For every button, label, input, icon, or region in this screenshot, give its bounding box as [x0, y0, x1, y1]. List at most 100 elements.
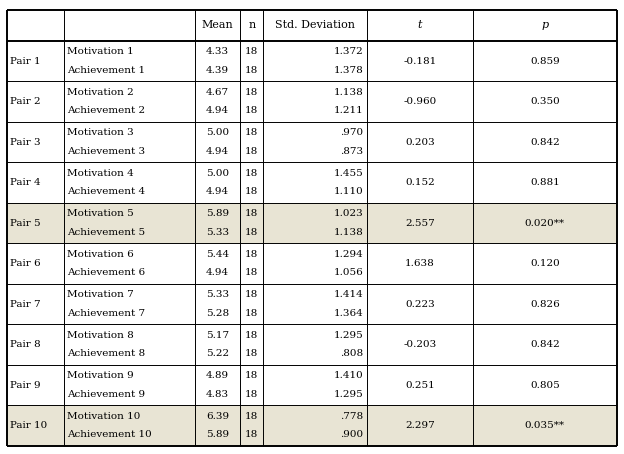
Text: 4.33: 4.33 [206, 47, 229, 56]
Text: Motivation 10: Motivation 10 [67, 412, 140, 421]
Text: 4.39: 4.39 [206, 66, 229, 75]
Text: 1.414: 1.414 [333, 290, 363, 299]
Text: Motivation 8: Motivation 8 [67, 331, 134, 340]
Text: Pair 8: Pair 8 [10, 340, 41, 349]
Bar [7, 405, 617, 446]
Text: Achievement 3: Achievement 3 [67, 147, 145, 156]
Text: 1.295: 1.295 [333, 331, 363, 340]
Text: 5.28: 5.28 [206, 309, 229, 318]
Text: 0.223: 0.223 [405, 300, 435, 309]
Text: 0.120: 0.120 [530, 259, 560, 268]
Text: 18: 18 [245, 412, 258, 421]
Text: 5.44: 5.44 [206, 250, 229, 259]
Text: 18: 18 [245, 209, 258, 218]
Text: 18: 18 [245, 268, 258, 277]
Text: 18: 18 [245, 66, 258, 75]
Text: Pair 10: Pair 10 [10, 421, 47, 430]
Text: Achievement 7: Achievement 7 [67, 309, 145, 318]
Text: Motivation 6: Motivation 6 [67, 250, 134, 259]
Text: 18: 18 [245, 228, 258, 237]
Text: 0.350: 0.350 [530, 97, 560, 106]
Text: 18: 18 [245, 169, 258, 178]
Text: 0.881: 0.881 [530, 178, 560, 187]
Text: 5.89: 5.89 [206, 209, 229, 218]
Text: 1.110: 1.110 [333, 188, 363, 197]
Text: 18: 18 [245, 371, 258, 380]
Text: 0.035**: 0.035** [525, 421, 565, 430]
Text: Achievement 9: Achievement 9 [67, 390, 145, 399]
Text: 1.023: 1.023 [333, 209, 363, 218]
Text: 4.94: 4.94 [206, 268, 229, 277]
Text: 1.295: 1.295 [333, 390, 363, 399]
Text: .900: .900 [340, 430, 363, 439]
Text: 18: 18 [245, 250, 258, 259]
Text: 5.17: 5.17 [206, 331, 229, 340]
Text: -0.181: -0.181 [403, 57, 437, 66]
Text: 0.842: 0.842 [530, 340, 560, 349]
Text: 18: 18 [245, 331, 258, 340]
Text: Motivation 9: Motivation 9 [67, 371, 134, 380]
Text: 1.211: 1.211 [333, 106, 363, 115]
Text: Pair 9: Pair 9 [10, 380, 41, 390]
Text: 5.22: 5.22 [206, 350, 229, 358]
Text: 18: 18 [245, 128, 258, 137]
Text: .808: .808 [340, 350, 363, 358]
Text: Pair 3: Pair 3 [10, 138, 41, 147]
Text: 18: 18 [245, 350, 258, 358]
Text: 1.364: 1.364 [333, 309, 363, 318]
Text: Motivation 5: Motivation 5 [67, 209, 134, 218]
Text: 18: 18 [245, 430, 258, 439]
Text: Pair 6: Pair 6 [10, 259, 41, 268]
Text: 5.00: 5.00 [206, 128, 229, 137]
Text: 1.410: 1.410 [333, 371, 363, 380]
Text: 5.33: 5.33 [206, 290, 229, 299]
Text: Motivation 2: Motivation 2 [67, 88, 134, 97]
Text: 0.826: 0.826 [530, 300, 560, 309]
Text: 4.83: 4.83 [206, 390, 229, 399]
Text: 18: 18 [245, 309, 258, 318]
Text: -0.960: -0.960 [403, 97, 437, 106]
Text: 1.138: 1.138 [333, 88, 363, 97]
Text: .970: .970 [340, 128, 363, 137]
Text: 18: 18 [245, 390, 258, 399]
Text: Mean: Mean [202, 20, 233, 30]
Text: p: p [541, 20, 548, 30]
Text: .778: .778 [340, 412, 363, 421]
Text: Achievement 4: Achievement 4 [67, 188, 145, 197]
Text: 18: 18 [245, 147, 258, 156]
Text: Motivation 3: Motivation 3 [67, 128, 134, 137]
Text: 18: 18 [245, 106, 258, 115]
Text: -0.203: -0.203 [403, 340, 437, 349]
Text: 4.94: 4.94 [206, 147, 229, 156]
Text: 1.294: 1.294 [333, 250, 363, 259]
Text: 0.251: 0.251 [405, 380, 435, 390]
Text: Achievement 5: Achievement 5 [67, 228, 145, 237]
Text: 1.138: 1.138 [333, 228, 363, 237]
Text: 5.89: 5.89 [206, 430, 229, 439]
Text: 18: 18 [245, 290, 258, 299]
Text: 1.455: 1.455 [333, 169, 363, 178]
Text: 6.39: 6.39 [206, 412, 229, 421]
Text: 0.842: 0.842 [530, 138, 560, 147]
Text: 0.203: 0.203 [405, 138, 435, 147]
Text: Achievement 10: Achievement 10 [67, 430, 152, 439]
Text: 1.372: 1.372 [333, 47, 363, 56]
Text: 2.557: 2.557 [405, 218, 435, 227]
Text: Motivation 7: Motivation 7 [67, 290, 134, 299]
Text: 5.33: 5.33 [206, 228, 229, 237]
Text: 0.805: 0.805 [530, 380, 560, 390]
Text: 0.859: 0.859 [530, 57, 560, 66]
Text: .873: .873 [340, 147, 363, 156]
Text: Pair 5: Pair 5 [10, 218, 41, 227]
Bar [7, 203, 617, 243]
Text: Motivation 4: Motivation 4 [67, 169, 134, 178]
Text: 4.89: 4.89 [206, 371, 229, 380]
Text: 18: 18 [245, 47, 258, 56]
Text: Achievement 8: Achievement 8 [67, 350, 145, 358]
Text: 2.297: 2.297 [405, 421, 435, 430]
Text: Pair 7: Pair 7 [10, 300, 41, 309]
Text: 1.056: 1.056 [333, 268, 363, 277]
Text: Std. Deviation: Std. Deviation [275, 20, 355, 30]
Text: t: t [417, 20, 422, 30]
Text: 1.638: 1.638 [405, 259, 435, 268]
